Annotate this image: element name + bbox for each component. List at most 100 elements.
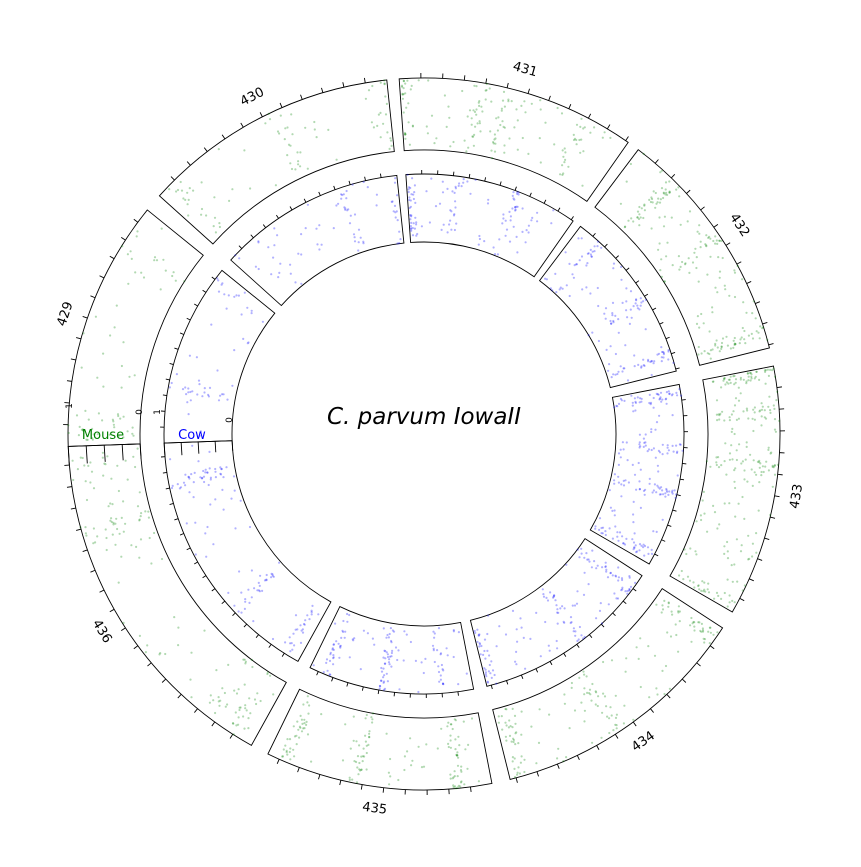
cow-point bbox=[442, 669, 445, 672]
mouse-point bbox=[356, 766, 359, 769]
cow-point bbox=[362, 242, 365, 245]
cow-point bbox=[348, 222, 352, 225]
mouse-point bbox=[507, 98, 510, 101]
cow-point bbox=[604, 565, 607, 569]
cow-point bbox=[617, 452, 621, 455]
mouse-point bbox=[433, 142, 436, 145]
cow-point bbox=[217, 290, 221, 293]
mouse-point bbox=[742, 301, 745, 304]
mouse-point bbox=[388, 783, 391, 786]
mouse-point bbox=[362, 747, 365, 750]
mouse-point bbox=[300, 730, 304, 733]
mouse-point bbox=[717, 466, 721, 469]
mouse-point bbox=[289, 144, 292, 147]
cow-point bbox=[647, 448, 651, 451]
mouse-point bbox=[667, 601, 670, 604]
outer-tick bbox=[382, 787, 385, 793]
cow-point bbox=[478, 633, 481, 636]
cow-point bbox=[454, 206, 457, 209]
cow-point bbox=[550, 222, 553, 225]
cow-point bbox=[642, 546, 645, 549]
mouse-point bbox=[77, 434, 80, 437]
cow-point bbox=[676, 474, 679, 477]
mouse-point bbox=[764, 417, 768, 420]
mouse-point bbox=[449, 739, 452, 742]
cow-point bbox=[184, 473, 187, 476]
cow-point bbox=[450, 210, 453, 213]
cow-point bbox=[612, 321, 615, 324]
cow-point bbox=[621, 578, 624, 582]
mouse-point bbox=[572, 133, 575, 136]
mouse-point bbox=[564, 151, 567, 154]
mouse-point bbox=[727, 378, 731, 381]
outer-tick bbox=[654, 159, 659, 164]
mouse-point bbox=[731, 458, 734, 461]
outer-tick bbox=[606, 124, 611, 130]
mouse-point bbox=[368, 732, 371, 735]
cow-point bbox=[505, 228, 509, 231]
mouse-point bbox=[188, 187, 191, 190]
inner-tick bbox=[194, 303, 198, 307]
mouse-point bbox=[661, 608, 665, 611]
cow-point bbox=[388, 658, 391, 661]
mouse-point bbox=[460, 770, 463, 773]
mouse-point bbox=[293, 735, 297, 738]
cow-point bbox=[181, 388, 185, 391]
cow-point bbox=[220, 468, 223, 471]
cow-point bbox=[478, 645, 481, 648]
mouse-point bbox=[111, 418, 114, 421]
mouse-point bbox=[750, 375, 753, 378]
mouse-point bbox=[671, 613, 674, 616]
outer-radial-tick bbox=[67, 446, 70, 466]
mouse-point bbox=[741, 326, 744, 330]
mouse-point bbox=[353, 760, 356, 763]
mouse-point bbox=[221, 687, 224, 690]
mouse-point bbox=[682, 578, 685, 581]
mouse-point bbox=[643, 204, 646, 207]
mouse-point bbox=[508, 719, 511, 722]
mouse-point bbox=[436, 747, 439, 750]
mouse-point bbox=[500, 109, 503, 112]
mouse-point bbox=[447, 742, 450, 746]
cow-point bbox=[642, 358, 645, 361]
cow-point bbox=[642, 489, 646, 492]
segment-label-433: 433 bbox=[787, 483, 806, 510]
mouse-point bbox=[276, 130, 280, 133]
mouse-point bbox=[253, 698, 257, 701]
mouse-point bbox=[101, 419, 104, 422]
mouse-point bbox=[741, 495, 744, 499]
mouse-point bbox=[231, 188, 234, 191]
mouse-point bbox=[630, 217, 633, 220]
cow-point bbox=[617, 579, 620, 582]
mouse-point bbox=[750, 373, 753, 376]
cow-point bbox=[203, 480, 206, 484]
cow-point bbox=[396, 658, 399, 662]
mouse-point bbox=[700, 352, 703, 355]
cow-point bbox=[573, 264, 576, 267]
outer-ymin-label: 0 bbox=[135, 409, 145, 415]
inner-tick bbox=[174, 518, 179, 521]
inner-tick bbox=[499, 181, 502, 186]
mouse-point bbox=[244, 660, 247, 663]
mouse-point bbox=[595, 691, 598, 694]
mouse-point bbox=[565, 756, 568, 759]
mouse-point bbox=[158, 653, 161, 656]
cow-point bbox=[556, 611, 559, 614]
mouse-point bbox=[313, 128, 316, 131]
mouse-point bbox=[503, 151, 506, 154]
mouse-point bbox=[723, 419, 726, 422]
cow-point bbox=[257, 589, 260, 592]
cow-point bbox=[301, 631, 305, 634]
mouse-point bbox=[358, 744, 361, 747]
outer-tick bbox=[768, 343, 774, 346]
mouse-point bbox=[720, 347, 723, 350]
cow-point bbox=[179, 486, 183, 489]
mouse-point bbox=[602, 660, 605, 664]
cow-point bbox=[171, 484, 174, 487]
mouse-point bbox=[758, 466, 761, 469]
cow-point bbox=[658, 451, 662, 454]
cow-point bbox=[273, 244, 276, 247]
cow-point bbox=[620, 589, 623, 592]
mouse-point bbox=[242, 715, 245, 718]
mouse-point bbox=[108, 433, 111, 436]
